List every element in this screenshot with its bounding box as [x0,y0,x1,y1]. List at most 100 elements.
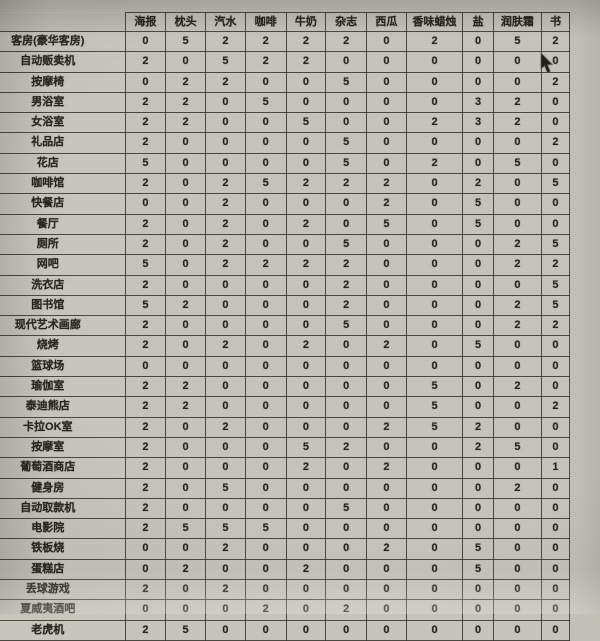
cell: 0 [325,193,367,215]
cell: 0 [244,538,287,560]
cell: 2 [124,213,167,235]
cell: 0 [405,355,464,378]
cell: 2 [285,254,327,276]
cell: 0 [405,335,464,357]
cell: 0 [365,599,407,621]
cell: 0 [244,558,287,581]
column-header-5: 杂志 [325,12,367,32]
cell: 0 [405,213,464,235]
cell: 0 [365,254,407,276]
table-row: 老虎机 2 5 0 0 0 0 0 0 0 0 0 [0,619,571,641]
cell: 5 [205,518,246,540]
cell: 0 [540,436,571,459]
cell: 5 [165,30,207,53]
cell: 0 [492,173,542,195]
cell: 0 [124,558,167,581]
cell: 5 [325,152,367,175]
table-row: 健身房 2 0 5 0 0 0 0 0 0 2 0 [0,477,571,499]
cell: 0 [365,132,407,154]
header-row: 海报 枕头 汽水 咖啡 牛奶 杂志 西瓜 香味蜡烛盐润肤霜书 [0,12,571,32]
cell: 0 [165,132,207,154]
cell: 2 [124,457,167,479]
table-row: 男浴室 2 2 0 5 0 0 0 0 3 2 0 [0,91,571,114]
cell: 0 [205,294,246,317]
cell: 2 [492,112,542,134]
cell: 2 [205,335,246,357]
cell: 0 [365,518,407,540]
cell: 2 [492,376,542,398]
cell: 5 [540,233,571,256]
cell: 0 [462,254,494,276]
cell: 0 [540,193,571,215]
cell: 0 [165,538,207,560]
cell: 0 [205,457,246,479]
table-row: 咖啡馆 2 0 2 5 2 2 2 0 2 0 5 [0,173,571,195]
row-label: 老虎机 [0,619,126,641]
cell: 5 [405,416,464,438]
cell: 0 [540,376,571,398]
cell: 5 [285,436,327,459]
cell: 0 [365,497,407,520]
cell: 0 [540,112,571,134]
cell: 2 [405,112,464,134]
cell: 0 [325,619,367,641]
cell: 2 [205,579,246,601]
cell: 0 [205,376,246,398]
cell: 2 [205,538,246,560]
cell: 5 [165,619,207,641]
table-row: 现代艺术画廊 2 0 0 0 0 5 0 0 0 2 2 [0,315,571,337]
cell: 5 [540,294,571,317]
cell: 0 [462,396,494,418]
cell: 0 [492,335,542,357]
column-header-9: 润肤霜 [492,12,542,32]
cell: 0 [492,497,542,520]
cell: 0 [285,619,327,641]
cell: 0 [462,51,494,73]
cell: 2 [540,71,571,93]
table-row: 葡萄酒商店 2 0 0 0 2 0 2 0 0 0 1 [0,457,571,479]
cell: 0 [405,477,464,499]
cell: 5 [285,112,327,134]
cell: 0 [124,71,167,93]
cell: 0 [165,477,207,499]
cell: 0 [405,51,464,73]
cell: 5 [205,477,246,499]
cell: 2 [124,518,167,540]
cell: 0 [365,558,407,581]
cell: 0 [462,457,494,479]
cell: 2 [365,173,407,195]
cell: 0 [365,315,407,337]
cell: 0 [492,599,542,621]
cell: 0 [205,396,246,418]
cell: 2 [492,294,542,317]
cell: 0 [285,315,327,337]
cell: 0 [325,457,367,479]
cell: 5 [124,254,167,276]
cell: 0 [285,477,327,499]
cell: 0 [244,335,287,357]
cell: 3 [462,91,494,114]
table-row: 瑜伽室 2 2 0 0 0 0 0 5 0 2 0 [0,376,571,398]
cell: 0 [244,477,287,499]
cell: 0 [244,457,287,479]
cell: 2 [285,51,327,73]
cell: 2 [285,558,327,581]
cell: 2 [124,436,167,459]
row-label: 按摩室 [0,436,126,459]
cell: 0 [540,538,571,560]
cell: 5 [244,173,287,195]
cell: 2 [540,132,571,154]
cell: 0 [325,396,367,418]
cell: 0 [462,132,494,154]
cell: 0 [205,91,246,114]
cell: 2 [205,71,246,93]
cell: 5 [325,233,367,256]
cell: 0 [405,91,464,114]
cell: 2 [285,213,327,235]
cell: 2 [124,51,167,73]
table-row: 图书馆 5 2 0 0 0 2 0 0 0 2 5 [0,294,571,317]
cell: 0 [124,193,167,215]
cell: 0 [205,112,246,134]
cell: 0 [462,497,494,520]
table-row: 按摩椅 0 2 2 0 0 5 0 0 0 0 2 [0,71,571,93]
